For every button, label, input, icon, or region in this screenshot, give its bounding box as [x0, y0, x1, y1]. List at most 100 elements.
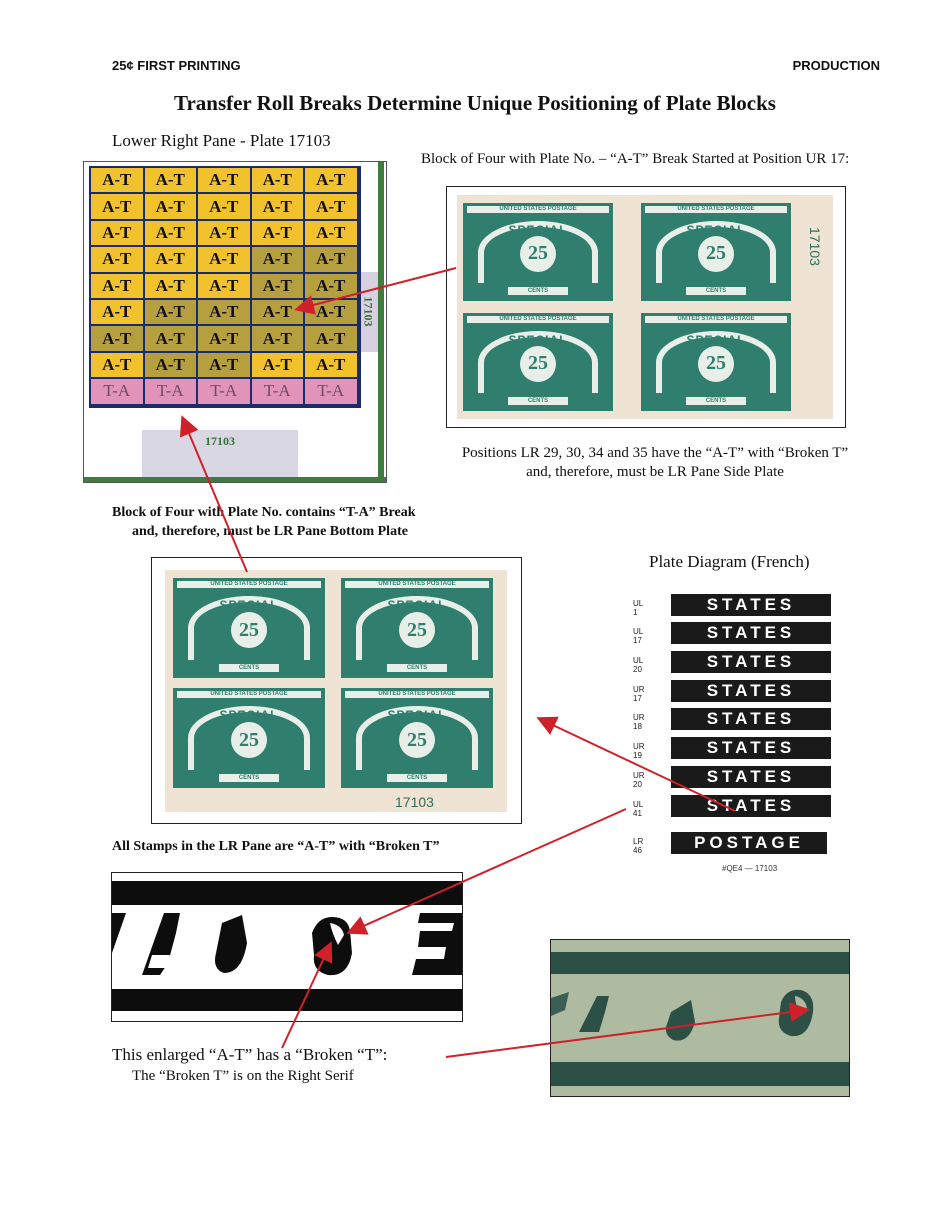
bottom-block-plate-number: 17103 — [395, 794, 434, 810]
plate-cell: A-T — [144, 352, 198, 380]
side-block-image: UNITED STATES POSTAGE SPECIAL HANDLING 2… — [457, 195, 833, 419]
plate-green-border — [378, 162, 384, 482]
stamp-arch — [356, 596, 478, 660]
plate-grid: A-T A-T A-T A-T A-T A-T A-T A-T A-T A-T A-T A-T A-T A… — [89, 166, 361, 408]
plate-grid-panel: 17103 17103 A-T A-T A-T A-T A-T A-T A-T A-T A-T A… — [83, 161, 387, 483]
plate-cell: A-T — [251, 352, 305, 380]
pane-label: Lower Right Pane - Plate 17103 — [112, 131, 331, 150]
plate-cell: A-T — [305, 220, 359, 248]
arrow-diagram-to-block — [536, 716, 736, 812]
plate-cell: T-A — [198, 379, 252, 406]
plate-cell: A-T — [91, 352, 145, 380]
stamp-top-text: UNITED STATES POSTAGE — [467, 316, 609, 323]
plate-cell: A-T — [144, 247, 198, 274]
stamp-top-text: UNITED STATES POSTAGE — [177, 581, 321, 588]
french-diagram-position: UL 17 — [633, 627, 643, 645]
plate-cell: A-T — [305, 194, 359, 221]
french-diagram-title: Plate Diagram (French) — [649, 552, 810, 571]
plate-cell: A-T — [144, 273, 198, 300]
plate-cell: A-T — [198, 273, 252, 300]
plate-cell: A-T — [198, 168, 252, 195]
stamp-value: 25 — [231, 722, 267, 758]
stamp-value: 25 — [231, 612, 267, 648]
header-left: 25¢ FIRST PRINTING — [112, 58, 241, 73]
header-right: PRODUCTION — [792, 58, 880, 73]
bottom-block-caption-1: Block of Four with Plate No. contains “T… — [112, 505, 416, 520]
plate-cell: A-T — [251, 273, 305, 300]
plate-cell: A-T — [144, 299, 198, 327]
arrow-side-block — [294, 267, 457, 315]
plate-cell: A-T — [198, 352, 252, 380]
stamp-top-text: UNITED STATES POSTAGE — [645, 316, 787, 323]
arrow-bottom-block — [179, 415, 248, 573]
plate-cell: A-T — [305, 168, 359, 195]
arrow-lr46-to-enlarged — [346, 808, 627, 935]
plate-cell: A-T — [305, 326, 359, 353]
stamp-top-text: UNITED STATES POSTAGE — [467, 206, 609, 213]
lr-pane-note: All Stamps in the LR Pane are “A-T” with… — [112, 839, 440, 854]
plate-cell: T-A — [251, 379, 305, 406]
stamp-arch — [356, 706, 478, 770]
french-diagram-word: STATES — [671, 594, 831, 616]
french-diagram-footer: #QE4 — 17103 — [722, 864, 778, 873]
plate-cell: A-T — [251, 299, 305, 327]
plate-cell: A-T — [144, 168, 198, 195]
french-diagram-position: UL 20 — [633, 656, 643, 674]
plate-green-border-bottom — [84, 477, 386, 482]
stamp-arch — [656, 220, 776, 284]
french-diagram-position: UR 18 — [633, 713, 645, 731]
plate-cell: A-T — [305, 247, 359, 274]
bottom-plate-number: 17103 — [205, 434, 235, 448]
plate-cell: A-T — [144, 326, 198, 353]
french-diagram-word: STATES — [671, 766, 831, 788]
stamp-top-text: UNITED STATES POSTAGE — [345, 691, 489, 698]
side-block-caption-bottom-2: and, therefore, must be LR Pane Side Pla… — [526, 464, 784, 480]
stamp-cents: CENTS — [508, 287, 568, 296]
plate-cell: A-T — [91, 273, 145, 300]
enlarged-caption-2: The “Broken T” is on the Right Serif — [132, 1068, 354, 1084]
stamp-cents: CENTS — [686, 397, 746, 406]
plate-cell: A-T — [251, 168, 305, 195]
french-diagram-word: STATES — [671, 622, 831, 644]
plate-cell: A-T — [198, 247, 252, 274]
french-diagram-word: STATES — [671, 708, 831, 730]
enlarged-caption-1: This enlarged “A-T” has a “Broken “T”: — [112, 1045, 388, 1064]
french-diagram-position: UR 17 — [633, 685, 645, 703]
stamp-value: 25 — [698, 345, 734, 382]
stamp-top-text: UNITED STATES POSTAGE — [345, 581, 489, 588]
french-diagram-word: STATES — [671, 680, 831, 702]
bottom-plate-shade — [142, 430, 298, 477]
stamp-arch — [656, 330, 776, 394]
stamp-value: 25 — [399, 612, 435, 648]
bottom-block-image: UNITED STATES POSTAGE SPECIAL HANDLING 2… — [165, 570, 507, 812]
enlarged-at-image — [111, 872, 463, 1022]
page-title: Transfer Roll Breaks Determine Unique Po… — [174, 91, 776, 115]
french-diagram-position: UL 41 — [633, 800, 643, 818]
stamp-cents: CENTS — [508, 397, 568, 406]
plate-cell: T-A — [144, 379, 198, 406]
plate-cell: A-T — [91, 220, 145, 248]
arrow-caption-to-photo — [445, 1002, 810, 1058]
plate-cell: A-T — [251, 194, 305, 221]
stamp-arch — [478, 220, 598, 284]
stamp: UNITED STATES POSTAGE SPECIAL HANDLING 2… — [641, 313, 791, 411]
french-diagram-position: LR 46 — [633, 837, 644, 855]
enlarged-at-drawing — [112, 881, 462, 1011]
bottom-block-frame: UNITED STATES POSTAGE SPECIAL HANDLING 2… — [151, 557, 522, 824]
stamp-cents: CENTS — [686, 287, 746, 296]
plate-cell: A-T — [198, 220, 252, 248]
plate-cell: A-T — [91, 168, 145, 195]
stamp: UNITED STATES POSTAGE SPECIAL HANDLING 2… — [341, 688, 493, 788]
french-diagram-word: STATES — [671, 651, 831, 673]
stamp-value: 25 — [399, 722, 435, 758]
plate-cell: T-A — [91, 379, 145, 406]
french-diagram-position: UR 19 — [633, 742, 645, 760]
stamp: UNITED STATES POSTAGE SPECIAL HANDLING 2… — [463, 203, 613, 301]
side-block-caption-bottom-1: Positions LR 29, 30, 34 and 35 have the … — [461, 445, 849, 461]
french-diagram-position: UL 1 — [633, 599, 643, 617]
side-block-caption: Block of Four with Plate No. – “A-T” Bre… — [421, 151, 850, 167]
stamp: UNITED STATES POSTAGE SPECIAL HANDLING 2… — [173, 688, 325, 788]
stamp: UNITED STATES POSTAGE SPECIAL HANDLING 2… — [641, 203, 791, 301]
stamp: UNITED STATES POSTAGE SPECIAL HANDLING 2… — [341, 578, 493, 678]
